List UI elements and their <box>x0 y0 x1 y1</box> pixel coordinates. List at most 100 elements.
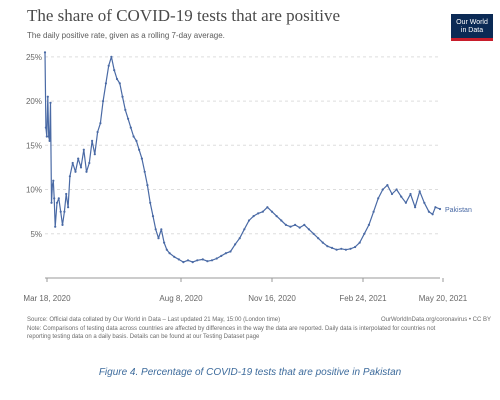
data-point <box>77 157 80 160</box>
data-point <box>51 184 54 187</box>
data-point <box>151 215 155 218</box>
data-point <box>146 184 149 187</box>
data-point <box>409 192 412 196</box>
data-point <box>93 153 96 156</box>
data-point <box>44 126 48 129</box>
data-point <box>294 223 297 226</box>
data-point <box>115 77 119 81</box>
data-point <box>132 135 135 138</box>
data-point <box>196 259 199 262</box>
data-point <box>367 223 370 226</box>
data-point <box>335 248 338 251</box>
chart-title: The share of COVID-19 tests that are pos… <box>27 6 340 25</box>
data-point <box>191 261 194 264</box>
x-tick-label: Aug 8, 2020 <box>159 294 203 303</box>
data-point <box>280 219 283 222</box>
series-layer <box>43 51 442 264</box>
data-point <box>431 213 434 216</box>
axis-layer <box>45 277 444 282</box>
note-text-line-1: Note: Comparisons of testing data across… <box>27 326 436 332</box>
data-point <box>88 161 91 165</box>
note-text-line-2: reporting testing data on a daily basis.… <box>27 334 260 340</box>
data-point <box>423 201 426 204</box>
figure-caption: Figure 4. Percentage of COVID-19 tests t… <box>98 367 402 378</box>
data-point <box>340 247 343 250</box>
data-point <box>61 223 64 226</box>
data-point <box>63 210 66 213</box>
data-point <box>414 206 417 209</box>
y-tick-label: 20% <box>26 97 42 106</box>
data-point <box>163 241 166 244</box>
data-point <box>96 130 99 134</box>
data-point <box>43 51 47 54</box>
data-point <box>157 237 160 240</box>
data-point <box>59 210 62 213</box>
data-point <box>138 148 141 151</box>
x-tick-label: May 20, 2021 <box>419 294 468 303</box>
data-point <box>201 258 204 261</box>
data-point <box>234 243 237 246</box>
data-point <box>48 139 51 142</box>
y-tick-label: 25% <box>26 53 42 62</box>
data-point <box>270 210 274 213</box>
data-point <box>49 101 52 104</box>
source-link[interactable]: OurWorldInData.org/coronavirus • CC BY <box>380 317 491 323</box>
data-point <box>168 252 171 255</box>
data-point <box>79 166 83 169</box>
data-point <box>118 82 121 85</box>
data-point <box>247 219 251 222</box>
data-point <box>45 135 48 138</box>
data-point <box>206 260 209 263</box>
data-point <box>57 197 60 200</box>
data-point <box>427 210 430 213</box>
data-point <box>229 250 232 253</box>
data-point <box>82 148 85 151</box>
data-point <box>54 225 57 228</box>
y-tick-label: 15% <box>26 141 42 150</box>
data-point <box>67 206 70 209</box>
data-point <box>438 207 442 211</box>
data-point <box>372 210 375 213</box>
x-tick-label: Feb 24, 2021 <box>339 294 387 303</box>
data-point <box>71 161 74 165</box>
data-point <box>284 223 287 226</box>
data-point <box>261 210 264 213</box>
data-point <box>390 192 394 196</box>
data-point <box>160 228 163 231</box>
data-point <box>85 170 88 173</box>
y-tick-label: 10% <box>26 186 42 195</box>
y-tick-label: 5% <box>30 230 42 239</box>
data-point <box>363 232 366 235</box>
data-point <box>47 135 50 138</box>
data-point <box>224 252 227 255</box>
data-point <box>326 245 329 248</box>
data-point <box>46 95 49 98</box>
data-point <box>99 122 102 125</box>
data-point <box>121 95 124 98</box>
data-point <box>135 139 138 142</box>
data-point <box>266 206 269 209</box>
data-point <box>65 192 68 196</box>
data-point <box>182 261 185 264</box>
data-point <box>238 237 241 240</box>
data-point <box>127 117 130 120</box>
data-point <box>344 248 347 251</box>
series-line-pakistan[interactable] <box>44 52 441 263</box>
owid-logo[interactable]: Our World in Data <box>451 14 493 41</box>
data-point <box>124 108 127 111</box>
data-point <box>330 246 334 249</box>
data-point <box>186 259 190 262</box>
data-point <box>215 257 218 260</box>
data-point <box>53 197 56 200</box>
data-point <box>275 215 278 218</box>
data-point <box>177 258 180 261</box>
data-point <box>107 64 110 67</box>
data-point <box>220 254 223 257</box>
data-point <box>400 195 403 198</box>
data-point <box>349 247 352 250</box>
data-point <box>68 175 71 178</box>
data-point <box>50 201 53 204</box>
data-point <box>154 228 157 231</box>
data-point <box>303 223 306 226</box>
